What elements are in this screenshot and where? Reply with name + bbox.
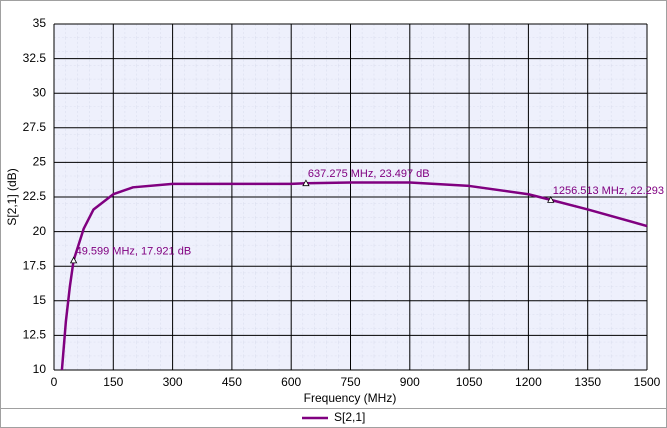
- marker: [69, 256, 78, 264]
- legend-label: S[2,1]: [334, 410, 365, 424]
- y-tick-label: 12.5: [23, 328, 47, 342]
- y-tick-label: 25: [33, 155, 47, 169]
- x-tick-label: 450: [222, 375, 242, 389]
- x-tick-label: 900: [400, 375, 420, 389]
- marker-label: 1256.513 MHz, 22.293 dB: [553, 185, 667, 197]
- x-tick-label: 1200: [515, 375, 542, 389]
- marker-label: 637.275 MHz, 23.497 dB: [308, 168, 430, 180]
- y-tick-label: 20: [33, 224, 47, 238]
- x-tick-label: 150: [103, 375, 123, 389]
- x-tick-label: 1050: [456, 375, 483, 389]
- y-tick-label: 15: [33, 293, 47, 307]
- y-tick-label: 32.5: [23, 51, 47, 65]
- y-axis-label: S[2,1] (dB): [5, 168, 19, 225]
- y-tick-label: 10: [33, 362, 47, 376]
- marker: [547, 196, 555, 203]
- y-tick-label: 30: [33, 85, 47, 99]
- marker-label: 49.599 MHz, 17.921 dB: [76, 245, 192, 257]
- x-tick-label: 600: [281, 375, 301, 389]
- x-axis-label: Frequency (MHz): [304, 391, 397, 405]
- x-tick-label: 750: [340, 375, 360, 389]
- x-tick-label: 1500: [634, 375, 661, 389]
- marker: [302, 179, 310, 187]
- y-tick-label: 17.5: [23, 258, 47, 272]
- y-tick-label: 35: [33, 16, 47, 30]
- x-tick-label: 0: [51, 375, 58, 389]
- x-tick-label: 300: [163, 375, 183, 389]
- y-tick-label: 22.5: [23, 189, 47, 203]
- y-tick-label: 27.5: [23, 120, 47, 134]
- x-tick-label: 1350: [574, 375, 601, 389]
